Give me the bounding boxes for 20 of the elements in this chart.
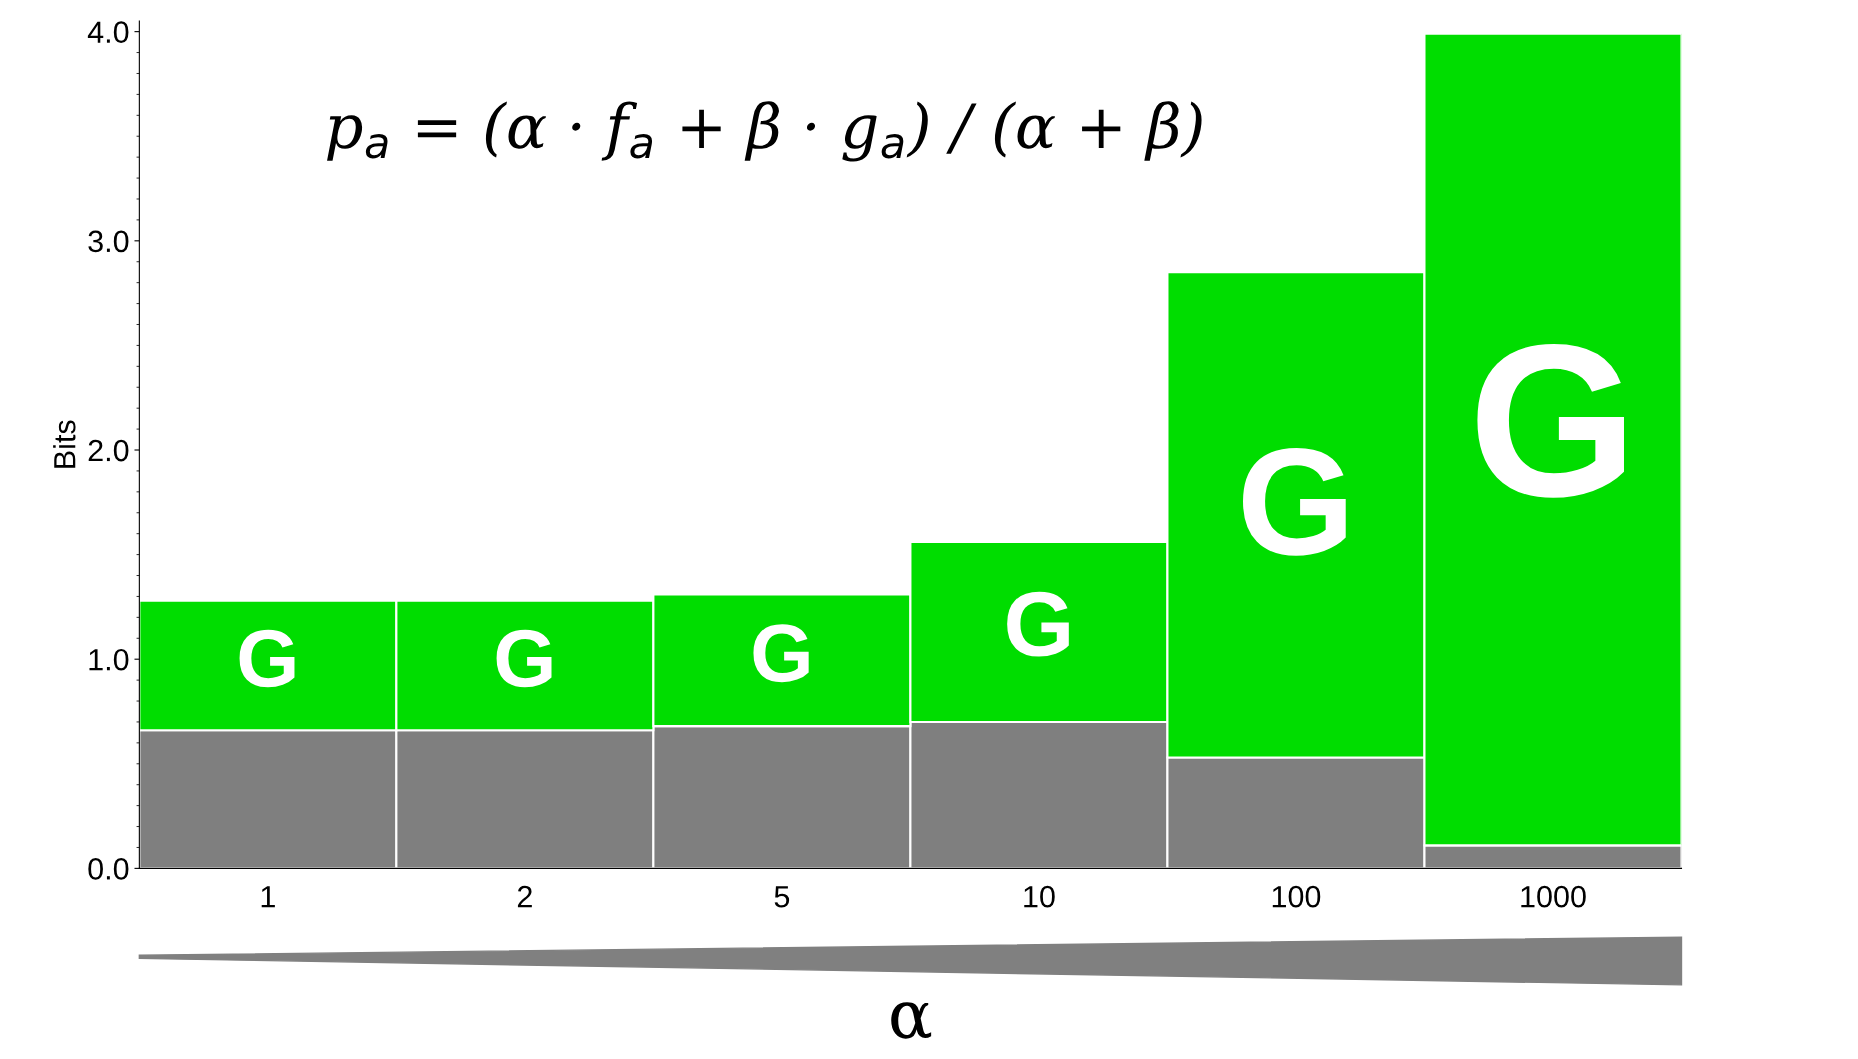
series-label: G — [239, 629, 295, 688]
text: G — [496, 629, 552, 688]
text: G — [1007, 591, 1069, 657]
y-tick-label: 4.0 — [87, 21, 129, 44]
y-tick-label: 3.0 — [88, 230, 129, 253]
x-axis-title: α — [891, 1002, 932, 1039]
text: G — [753, 624, 809, 683]
y-tick-label: 2.0 — [88, 439, 129, 462]
x-tick-label: 1000 — [1521, 885, 1586, 908]
y-tick-label: 1.0 — [89, 648, 129, 671]
annotation: p$_{a}$ = (α · f$_{a}$ + β · g$_{a}$) / (α + β) — [327, 101, 1202, 162]
y-tick-label: 0.0 — [88, 858, 129, 880]
y-axis-title: Bits — [53, 420, 76, 468]
x-tick-label: 2 — [517, 885, 532, 908]
text: G — [1477, 344, 1624, 498]
x-tick-label: 100 — [1272, 885, 1321, 908]
text: G — [1243, 447, 1346, 556]
x-tick-label: 1 — [261, 886, 275, 908]
x-tick-label: 10 — [1024, 885, 1055, 908]
x-tick-label: 5 — [774, 886, 790, 908]
